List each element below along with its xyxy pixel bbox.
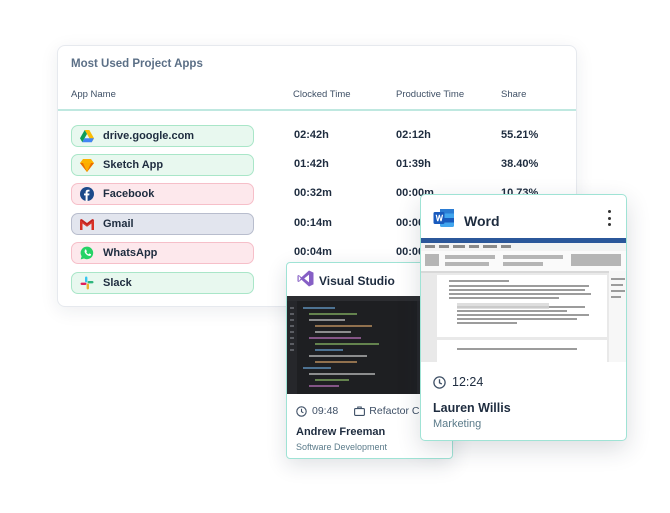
app-title: Word — [464, 212, 500, 229]
facebook-icon — [80, 187, 94, 201]
gmail-icon — [80, 217, 94, 231]
briefcase-icon — [354, 406, 366, 416]
word-activity-card[interactable]: Word — [420, 194, 627, 441]
word-icon — [433, 208, 455, 233]
table-row[interactable]: Gmail 00:14m 00:00m — [58, 213, 576, 235]
share-value: 55.21% — [501, 129, 539, 141]
app-title: Visual Studio — [319, 274, 395, 288]
app-name: Slack — [103, 277, 132, 289]
card-header: Visual Studio — [297, 270, 395, 292]
slack-icon — [80, 276, 94, 290]
clock-icon — [296, 405, 307, 417]
app-name: Sketch App — [103, 159, 164, 171]
column-header-productive-time[interactable]: Productive Time — [396, 89, 465, 100]
whatsapp-icon — [80, 246, 94, 260]
app-pill[interactable]: Sketch App — [71, 154, 254, 176]
visual-studio-icon — [297, 270, 314, 292]
column-header-share[interactable]: Share — [501, 89, 527, 100]
google-drive-icon — [80, 129, 94, 143]
share-value: 38.40% — [501, 158, 539, 170]
card-title: Most Used Project Apps — [71, 58, 203, 70]
more-options-icon[interactable] — [606, 210, 612, 226]
app-name: Facebook — [103, 188, 155, 200]
clocked-time: 00:14m — [294, 217, 332, 229]
user-department: Software Development — [296, 442, 388, 452]
column-header-app-name[interactable]: App Name — [71, 89, 116, 100]
app-name: drive.google.com — [103, 130, 195, 142]
clocked-time: 00:04m — [294, 246, 332, 258]
header-divider — [58, 109, 576, 111]
app-pill[interactable]: Gmail — [71, 213, 254, 235]
sketch-icon — [80, 158, 94, 172]
activity-screenshot[interactable] — [421, 238, 626, 362]
table-row[interactable]: WhatsApp 00:04m 00:00m — [58, 242, 576, 264]
productive-time: 02:12h — [396, 129, 431, 141]
activity-time-row: 12:24 — [433, 375, 483, 389]
clocked-time: 01:42h — [294, 158, 329, 170]
activity-time: 12:24 — [452, 375, 484, 389]
user-name[interactable]: Andrew Freeman — [296, 426, 386, 438]
table-row[interactable]: Sketch App 01:42h 01:39h 38.40% — [58, 154, 576, 176]
activity-time: 09:48 — [312, 405, 339, 417]
productive-time: 01:39h — [396, 158, 431, 170]
app-name: WhatsApp — [103, 247, 158, 259]
clock-icon — [433, 375, 446, 389]
app-name: Gmail — [103, 218, 134, 230]
clocked-time: 00:32m — [294, 187, 332, 199]
card-header: Word — [433, 208, 500, 233]
app-pill[interactable]: Slack — [71, 272, 254, 294]
table-row[interactable]: drive.google.com 02:42h 02:12h 55.21% — [58, 125, 576, 147]
activity-meta: 09:48 Refactor Co — [296, 405, 425, 417]
project-name: Refactor Co — [369, 405, 426, 417]
clocked-time: 02:42h — [294, 129, 329, 141]
app-pill[interactable]: drive.google.com — [71, 125, 254, 147]
app-pill[interactable]: WhatsApp — [71, 242, 254, 264]
column-header-clocked-time[interactable]: Clocked Time — [293, 89, 351, 100]
user-department: Marketing — [433, 418, 482, 430]
table-row[interactable]: Slack — [58, 272, 576, 294]
user-name[interactable]: Lauren Willis — [433, 401, 511, 415]
app-pill[interactable]: Facebook — [71, 183, 254, 205]
